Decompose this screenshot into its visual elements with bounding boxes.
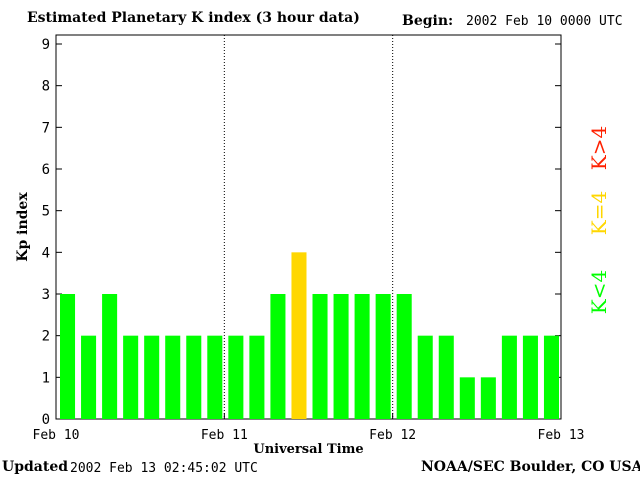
legend-item: K>4 bbox=[587, 126, 611, 170]
kp-bar bbox=[207, 335, 223, 419]
kp-bar bbox=[417, 335, 433, 419]
x-tick-label: Feb 12 bbox=[369, 428, 416, 443]
credit-text: NOAA/SEC Boulder, CO USA bbox=[421, 459, 640, 475]
kp-bar bbox=[438, 335, 454, 419]
kp-bar bbox=[459, 377, 475, 419]
y-tick-label: 2 bbox=[42, 329, 50, 345]
kp-bar bbox=[249, 335, 265, 419]
chart-title: Estimated Planetary K index (3 hour data… bbox=[27, 10, 360, 26]
kp-bar bbox=[480, 377, 496, 419]
y-tick-label: 6 bbox=[42, 162, 50, 178]
y-tick-label: 5 bbox=[42, 204, 50, 220]
kp-bar bbox=[60, 294, 76, 419]
updated-label: Updated bbox=[2, 459, 69, 475]
begin-label: Begin: bbox=[402, 13, 454, 29]
kp-bar bbox=[270, 294, 286, 419]
y-tick-label: 7 bbox=[42, 120, 50, 136]
kp-bar bbox=[333, 294, 349, 419]
kp-bar bbox=[312, 294, 328, 419]
y-tick-label: 1 bbox=[42, 370, 50, 386]
x-tick-label: Feb 13 bbox=[538, 428, 585, 443]
x-tick-label: Feb 11 bbox=[201, 428, 248, 443]
kp-bar bbox=[144, 335, 160, 419]
kp-bar bbox=[291, 252, 307, 419]
plot-area: 0 1 2 3 4 5 6 7 8 9 Feb 10 Feb 11 Feb 12 Feb 13 Univer… bbox=[15, 34, 611, 457]
kp-bar bbox=[354, 294, 370, 419]
kp-bar bbox=[186, 335, 202, 419]
kp-bar bbox=[501, 335, 517, 419]
legend-item: K<4 bbox=[587, 270, 611, 314]
updated-value: 2002 Feb 13 02:45:02 UTC bbox=[70, 461, 258, 476]
plot-frame bbox=[55, 34, 562, 420]
y-tick-label: 0 bbox=[42, 412, 50, 428]
x-axis-label: Universal Time bbox=[253, 442, 363, 457]
kp-bar bbox=[522, 335, 538, 419]
kp-bar bbox=[165, 335, 181, 419]
y-axis-label: Kp index bbox=[15, 192, 31, 262]
kp-bar bbox=[543, 335, 559, 419]
kp-bar bbox=[102, 294, 118, 419]
begin-value: 2002 Feb 10 0000 UTC bbox=[466, 14, 623, 29]
legend-item: K=4 bbox=[587, 191, 611, 235]
kp-bar bbox=[81, 335, 97, 419]
kp-bar bbox=[123, 335, 139, 419]
x-tick-label: Feb 10 bbox=[33, 428, 80, 443]
y-tick-label: 9 bbox=[42, 37, 50, 53]
kp-bar bbox=[375, 294, 391, 419]
y-tick-label: 3 bbox=[42, 287, 50, 303]
kp-bar bbox=[228, 335, 244, 419]
kp-bar bbox=[396, 294, 412, 419]
y-tick-label: 8 bbox=[42, 79, 50, 95]
y-tick-label: 4 bbox=[42, 245, 50, 261]
